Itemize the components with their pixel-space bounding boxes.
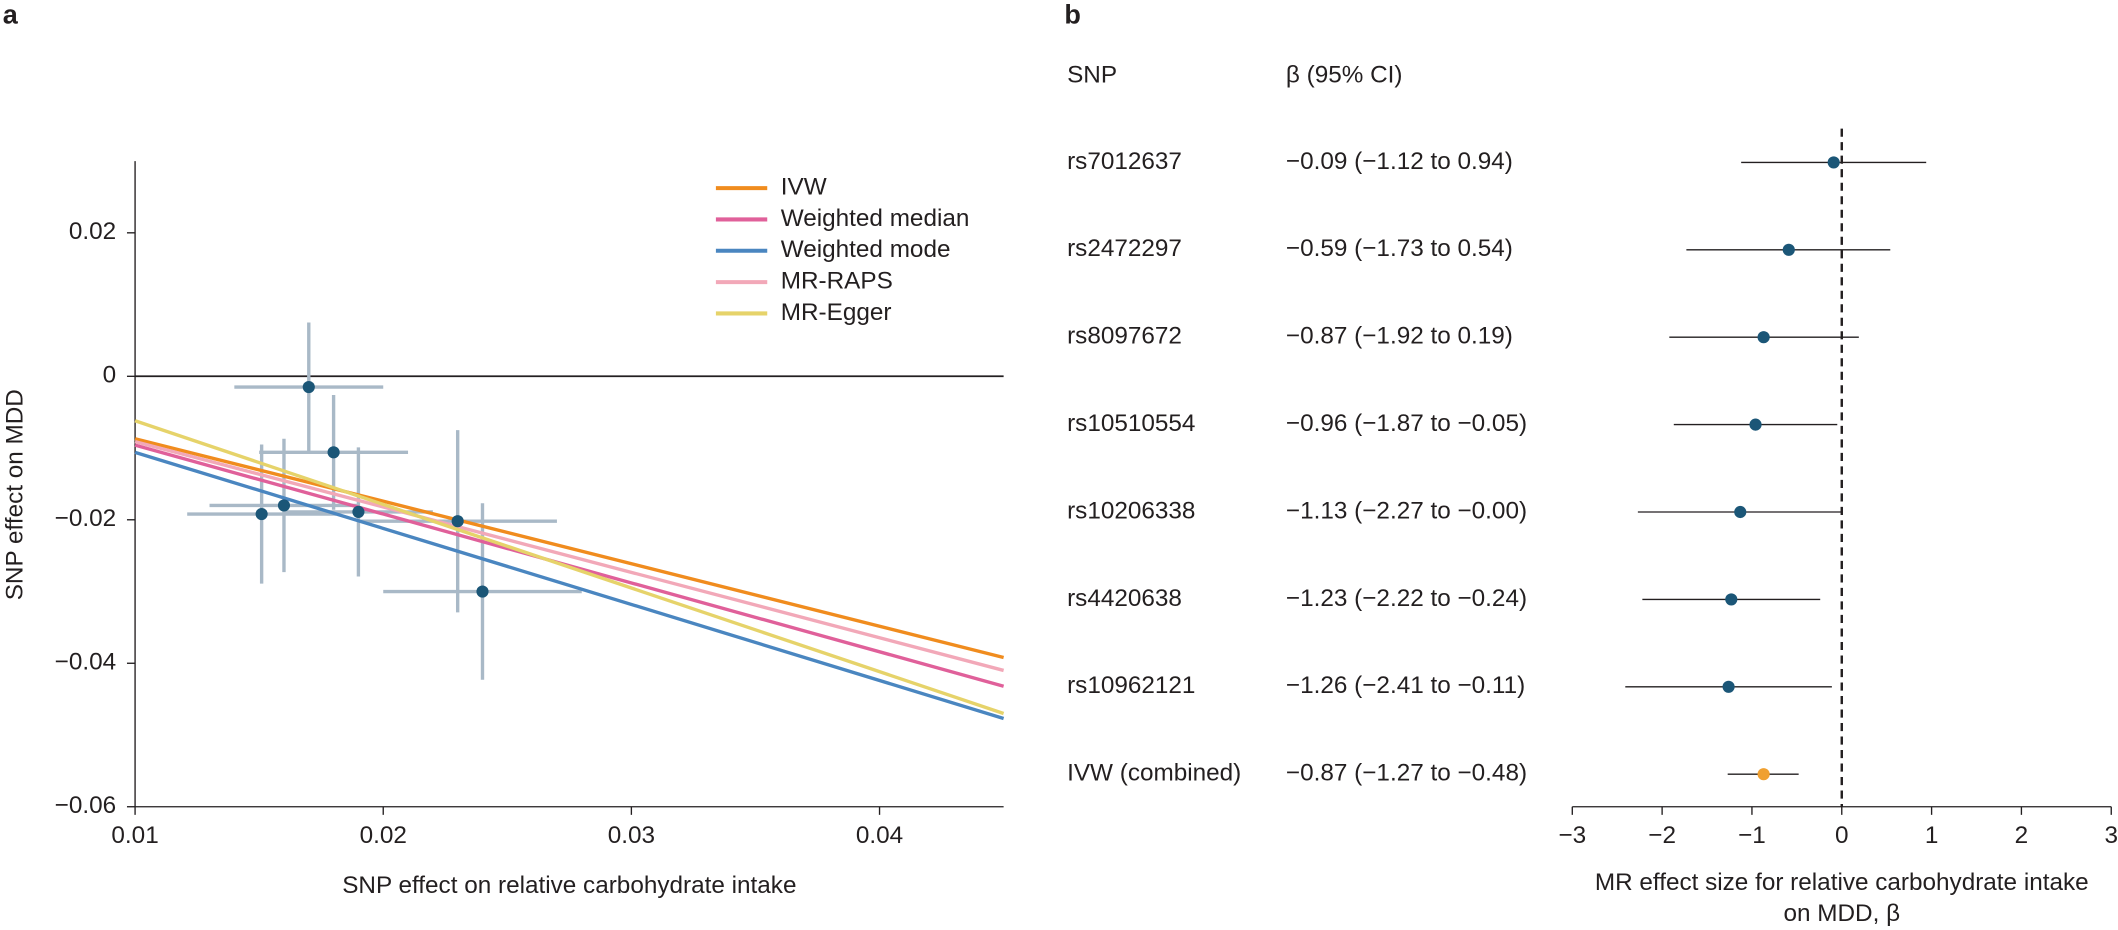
x-tick-label: 2 [2015, 822, 2029, 849]
row-label: IVW (combined) [1067, 760, 1241, 787]
y-tick-label: −0.02 [55, 505, 116, 532]
fit-line [134, 439, 1005, 673]
x-tick-label: 0.04 [856, 822, 903, 849]
estimate-label: −0.59 (−1.73 to 0.54) [1286, 235, 1513, 262]
point [302, 380, 315, 394]
x-tick-label: −1 [1738, 822, 1766, 849]
estimate-label: −1.13 (−2.27 to −0.00) [1286, 497, 1527, 524]
y-tick-label: 0.02 [69, 218, 116, 245]
x-tick-label: 3 [2104, 822, 2118, 849]
fit-line [134, 450, 1005, 721]
row-label: rs10206338 [1067, 497, 1195, 524]
x-tick-label: 0 [1835, 822, 1849, 849]
panel-label: b [1064, 0, 1081, 30]
estimate-label: −0.96 (−1.87 to −0.05) [1286, 410, 1527, 437]
x-axis-label: SNP effect on relative carbohydrate inta… [342, 872, 796, 899]
y-tick-label: −0.06 [55, 792, 116, 819]
x-tick-label: 0.02 [360, 822, 407, 849]
point [352, 505, 365, 518]
x-axis-label: MR effect size for relative carbohydrate… [1595, 869, 2089, 896]
legend-label: MR-RAPS [781, 268, 893, 295]
column-header: SNP [1067, 61, 1117, 88]
legend-label: MR-Egger [781, 299, 892, 326]
point [277, 499, 291, 512]
row-label: rs7012637 [1067, 148, 1182, 175]
row-label: rs10510554 [1067, 410, 1195, 437]
point [451, 515, 464, 528]
column-header: β (95% CI) [1286, 61, 1403, 88]
x-tick-label: 0.01 [111, 822, 158, 849]
estimate-label: −1.26 (−2.41 to −0.11) [1286, 672, 1525, 699]
point [1725, 593, 1738, 606]
legend-label: Weighted median [781, 205, 970, 232]
point [476, 585, 489, 598]
x-tick-label: −3 [1558, 822, 1586, 849]
x-axis-label: on MDD, β [1783, 900, 1900, 927]
point [1827, 156, 1840, 169]
point [255, 507, 268, 521]
row-label: rs8097672 [1067, 323, 1182, 350]
point [1757, 331, 1770, 344]
estimate-label: −0.87 (−1.27 to −0.48) [1286, 760, 1527, 787]
panel-label: a [3, 0, 19, 30]
point [1734, 505, 1747, 519]
x-tick-label: 0.03 [608, 822, 655, 849]
point [1749, 418, 1762, 431]
x-tick-label: 1 [1925, 822, 1939, 849]
legend-label: Weighted mode [781, 236, 951, 263]
point [1757, 768, 1770, 781]
fit-line [134, 437, 1005, 660]
point [1722, 680, 1735, 693]
point [1782, 243, 1795, 256]
row-label: rs2472297 [1067, 235, 1182, 262]
x-tick-label: −2 [1648, 822, 1676, 849]
fit-line [134, 419, 1005, 716]
y-axis-label: SNP effect on MDD [2, 389, 29, 600]
estimate-label: −0.87 (−1.92 to 0.19) [1286, 323, 1513, 350]
estimate-label: −0.09 (−1.12 to 0.94) [1286, 148, 1513, 175]
row-label: rs10962121 [1067, 672, 1195, 699]
y-tick-label: −0.04 [55, 649, 116, 676]
estimate-label: −1.23 (−2.22 to −0.24) [1286, 585, 1527, 612]
row-label: rs4420638 [1067, 585, 1182, 612]
y-tick-label: 0 [103, 362, 117, 389]
point [327, 446, 340, 459]
legend-label: IVW [781, 174, 827, 201]
